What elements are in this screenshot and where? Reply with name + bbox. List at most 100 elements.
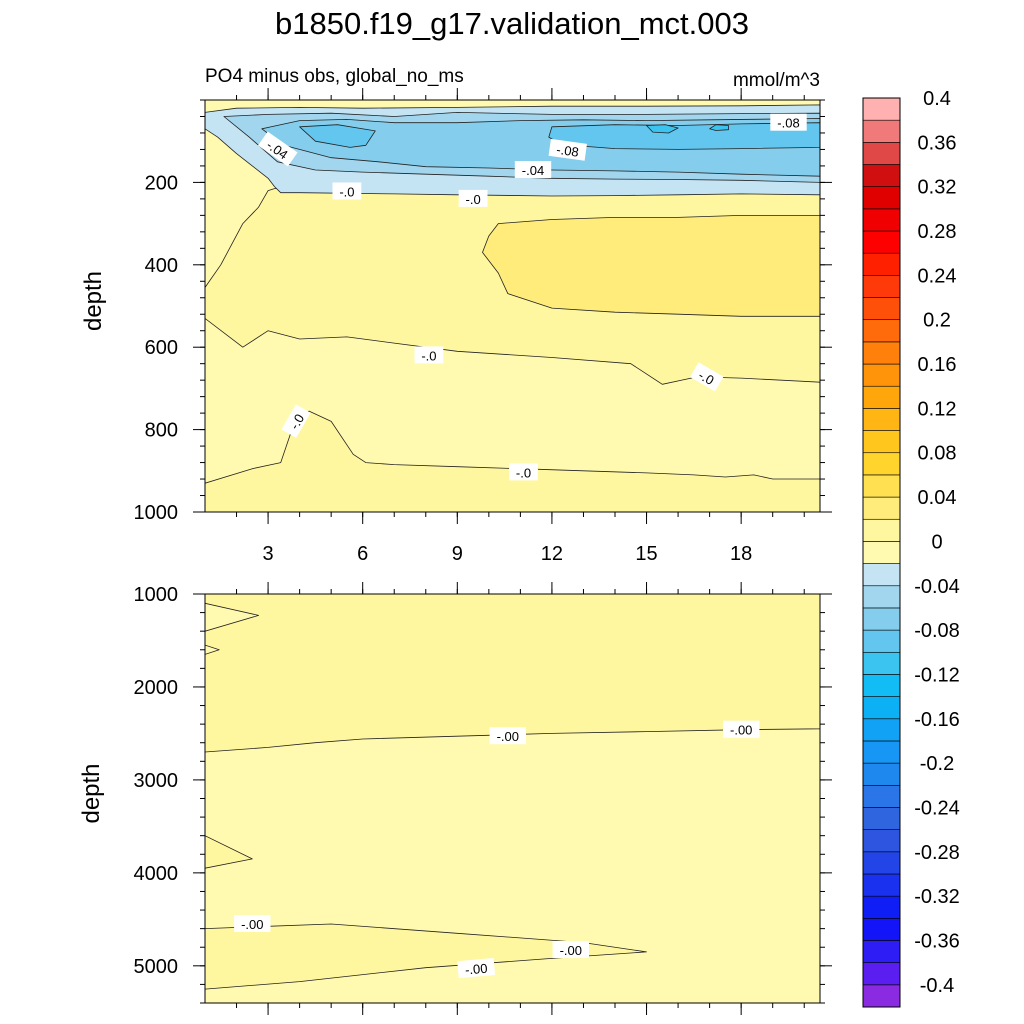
colorbar-swatch: [862, 762, 901, 786]
contour-label-text: -.04: [522, 163, 544, 178]
colorbar-swatch: [862, 252, 901, 276]
contour-region: [299, 124, 376, 148]
contour-label-box: [414, 346, 444, 364]
subtitle-left: PO4 minus obs, global_no_ms: [205, 66, 464, 87]
colorbar-tick-label: -0.4: [920, 975, 954, 997]
contour-label-box: [552, 941, 589, 958]
y-tick-label: 1000: [134, 584, 179, 606]
contour-region: [205, 835, 253, 869]
contour-label: -.00: [234, 915, 271, 932]
colorbar-tick-label: -0.08: [914, 620, 960, 642]
colorbar-tick-label: -0.12: [914, 664, 960, 686]
y-tick-label: 600: [145, 337, 178, 359]
contour-label-text: -.00: [730, 723, 752, 738]
colorbar-swatch: [862, 97, 901, 121]
contour-label-box: [509, 463, 538, 481]
upper-panel: -.04 -.08-.08-.04-.0 -.0-.0-.0-.0-.0200400…: [80, 66, 832, 565]
colorbar-swatch: [862, 541, 901, 564]
contour-label-text: -.08: [777, 116, 799, 131]
colorbar-swatch: [862, 208, 901, 232]
colorbar-swatch: [862, 940, 901, 963]
y-tick-label: 400: [145, 255, 178, 277]
x-tick-label: 9: [452, 543, 463, 565]
colorbar-tick-label: 0.4: [923, 88, 951, 110]
contour-label-box: [723, 720, 760, 738]
colorbar-swatch: [862, 119, 901, 143]
colorbar-swatch: [862, 984, 901, 1008]
contour-label: -.00: [489, 727, 526, 745]
contour-label: -.0: [414, 346, 444, 364]
x-tick-label: 6: [357, 543, 368, 565]
contour-label-text: -.0: [287, 411, 308, 432]
contour-label-text: -.0: [466, 192, 481, 207]
contour-label: -.0: [332, 182, 362, 200]
colorbar-swatch: [862, 319, 901, 343]
y-tick-label: 2000: [134, 677, 179, 699]
contour-label-text: -.00: [464, 961, 488, 978]
colorbar-tick-label: 0.36: [918, 132, 957, 154]
colorbar-swatch: [862, 784, 901, 808]
y-tick-label: 5000: [134, 956, 179, 978]
plot-frame: [204, 99, 821, 513]
colorbar-swatch: [862, 629, 901, 653]
contour-label: -.0: [281, 404, 311, 438]
contour-region: [482, 214, 820, 317]
colorbar-swatch: [862, 807, 901, 830]
colorbar-swatch: [862, 674, 901, 697]
colorbar-tick-label: 0.04: [918, 487, 957, 509]
contour-region: [205, 923, 647, 990]
contour-field: -.04 -.08-.08-.04-.0 -.0-.0-.0-.0-.0: [205, 100, 820, 512]
contour-label: -.0: [690, 362, 724, 392]
y-tick-label: 200: [145, 172, 178, 194]
colorbar-tick-label: 0.16: [918, 354, 957, 376]
contour-label-box: [489, 727, 526, 745]
contour-label: -.00: [457, 958, 496, 979]
contour-label-box: [514, 161, 552, 178]
contour-label-box: [548, 138, 587, 161]
colorbar-tick-label: 0.28: [918, 221, 957, 243]
colorbar-tick-label: 0.2: [923, 310, 951, 332]
contour-label-box: [332, 182, 362, 200]
colorbar-swatch: [862, 341, 901, 365]
colorbar: -0.4 -0.36 -0.32 -0.28 -0.24 -0.2 -0.16 -0.12 -0…: [862, 88, 960, 1008]
colorbar-swatch: [862, 651, 901, 675]
colorbar-swatch: [862, 962, 901, 986]
colorbar-swatch: [862, 563, 901, 587]
y-tick-label: 1000: [134, 502, 179, 524]
colorbar-swatch: [862, 895, 901, 919]
contour-region: [205, 602, 260, 632]
colorbar-swatch: [862, 297, 901, 321]
colorbar-tick-label: -0.2: [920, 753, 954, 775]
colorbar-swatch: [862, 408, 901, 431]
colorbar-swatch: [862, 363, 901, 387]
colorbar-swatch: [862, 585, 901, 609]
lower-panel: -.00 -.00 -.00 -.00 -.00 1000 2000 3000 4000 5000…: [78, 582, 832, 1015]
contour-label-text: -.0: [339, 185, 354, 200]
contour-label-text: -.00: [241, 917, 263, 932]
colorbar-swatch: [862, 230, 901, 254]
colorbar-swatch: [862, 607, 901, 631]
colorbar-tick-label: 0.12: [918, 398, 957, 420]
x-tick-label: 12: [541, 543, 563, 565]
colorbar-tick-label: -0.04: [914, 576, 960, 598]
contour-label-text: -.08: [555, 142, 579, 160]
colorbar-swatch: [862, 851, 901, 875]
colorbar-tick-label: 0: [931, 531, 942, 553]
colorbar-swatch: [862, 518, 901, 542]
contour-label: -.00: [552, 941, 589, 958]
contour-field: -.00 -.00 -.00 -.00 -.00: [205, 594, 820, 1003]
contour-label-box: [457, 958, 496, 979]
colorbar-frame: [862, 97, 901, 1008]
contour-label-box: [258, 131, 298, 167]
contour-region: [709, 124, 729, 131]
subtitle-right: mmol/m^3: [733, 70, 820, 91]
colorbar-tick-label: 0.08: [918, 443, 957, 465]
contour-label-box: [690, 362, 724, 392]
y-tick-label: 3000: [134, 770, 179, 792]
colorbar-swatch: [862, 496, 901, 520]
contour-label: -.00: [723, 720, 760, 738]
colorbar-swatch: [862, 385, 901, 409]
colorbar-swatch: [862, 918, 901, 941]
colorbar-swatch: [862, 186, 901, 210]
y-tick-label: 800: [145, 420, 178, 442]
